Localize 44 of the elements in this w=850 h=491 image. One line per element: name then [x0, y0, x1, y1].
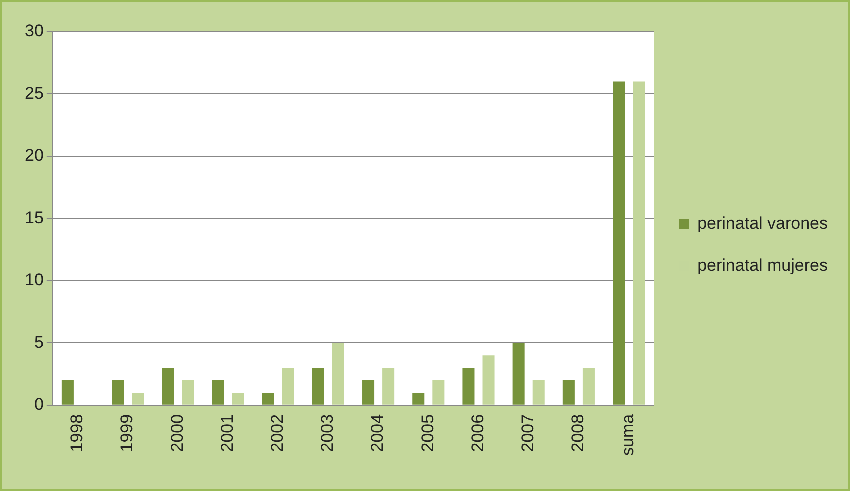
- bar: [62, 380, 74, 405]
- y-tick-label: 5: [34, 332, 44, 352]
- bar: [362, 380, 375, 405]
- y-tick-label: 20: [24, 146, 44, 166]
- y-tick-label: 30: [24, 22, 44, 41]
- x-tick-label: 2001: [218, 414, 237, 452]
- text: perinatal mujeres: [698, 256, 828, 276]
- x-tick-label: 2004: [368, 414, 388, 452]
- bar: [512, 343, 525, 405]
- x-tick-label: suma: [618, 414, 638, 456]
- x-tick-label: 2008: [568, 414, 588, 452]
- bar: [112, 380, 124, 405]
- bar: [132, 392, 144, 405]
- bar: [562, 380, 575, 405]
- bar: [162, 368, 174, 405]
- x-tick-label: 2003: [318, 414, 338, 452]
- bar: [182, 380, 194, 405]
- bar: [282, 368, 294, 405]
- bar: [613, 82, 626, 405]
- bar: [312, 368, 324, 405]
- bar: [412, 392, 425, 405]
- x-tick-label: 2005: [418, 414, 438, 452]
- bar: [432, 380, 445, 405]
- bar: [462, 368, 475, 405]
- x-tick-label: 2006: [468, 414, 488, 452]
- bar: [262, 392, 274, 405]
- bar: [532, 380, 545, 405]
- x-tick-label: 2000: [168, 414, 187, 452]
- x-tick-label: 2007: [518, 414, 538, 452]
- bar: [232, 392, 244, 405]
- x-tick-label: 1999: [118, 414, 137, 452]
- bar: [482, 356, 495, 405]
- x-tick-label: 2002: [268, 414, 288, 452]
- x-tick-label: 1998: [68, 414, 87, 452]
- bar: [582, 368, 595, 405]
- y-tick-label: 0: [34, 395, 44, 414]
- bar: [212, 380, 224, 405]
- bar: [382, 368, 395, 405]
- bar: [633, 82, 646, 405]
- bar: [332, 343, 344, 405]
- legend-label: perinatal varones: [698, 214, 828, 234]
- y-tick-label: 25: [24, 84, 44, 103]
- y-tick-label: 10: [24, 270, 44, 290]
- y-tick-label: 15: [24, 208, 44, 228]
